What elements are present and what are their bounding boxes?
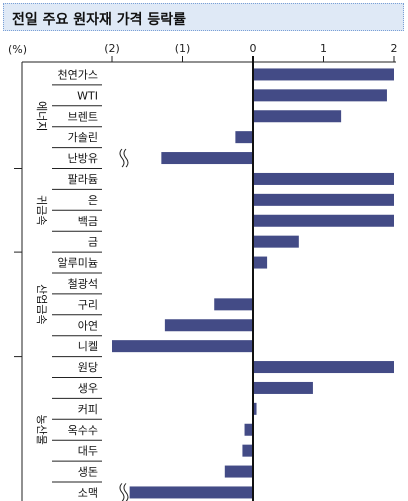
bar [161,152,253,165]
category-label: 알루미늄 [58,256,98,270]
axis-break-mark [123,148,129,168]
axis-break-mark [119,148,125,168]
category-label: 은 [88,194,98,207]
category-label: 소맥 [78,486,98,499]
category-label: 커피 [78,403,98,416]
unit-label: (%) [8,43,27,56]
category-label: 구리 [78,298,98,311]
bar [253,214,394,227]
category-label: 팔라듐 [68,173,98,186]
category-label: 생우 [78,382,98,395]
group-label: 에너지 [35,101,48,131]
bar [214,298,253,311]
bar [253,172,394,185]
group-label: 산업금속 [35,284,48,324]
axis-break-mark [119,483,125,501]
category-label: 천연가스 [58,67,98,81]
bar [112,340,253,353]
bar [253,402,257,415]
category-label: 철광석 [68,277,98,290]
category-label: 옥수수 [68,424,98,437]
category-label: 니켈 [78,340,98,353]
category-label: 가솔린 [68,131,98,144]
axis-break-mark [123,483,129,501]
category-label: 생돈 [78,466,98,479]
chart-title-bar: 전일 주요 원자재 가격 등락률 [3,3,404,31]
category-label: 아연 [78,319,98,332]
chart-title: 전일 주요 원자재 가격 등락률 [12,12,187,28]
bar [253,68,394,81]
category-label: 원당 [78,361,98,374]
bar [253,256,268,269]
bar [253,235,299,248]
category-label: 브렌트 [68,110,98,123]
bar [253,89,387,102]
x-tick-label: (1) [175,42,191,55]
bar [164,319,253,332]
group-label: 귀금속 [35,195,48,225]
bar [253,361,394,374]
x-tick-label: 2 [391,42,398,55]
category-label: 대두 [78,445,98,458]
x-tick-label: (2) [104,42,120,55]
category-label: 금 [88,236,98,249]
bar [253,193,394,206]
group-label: 농산물 [35,415,48,445]
bar [253,110,342,123]
bar [224,465,253,478]
category-label: 난방유 [68,152,98,165]
bar [244,423,253,436]
x-tick-label: 1 [320,42,327,55]
bar [242,444,253,457]
bar [253,381,313,394]
category-label: WTI [77,89,98,102]
bar [235,131,253,144]
bar [129,486,253,499]
category-label: 백금 [78,215,98,228]
x-tick-label: 0 [250,42,257,55]
